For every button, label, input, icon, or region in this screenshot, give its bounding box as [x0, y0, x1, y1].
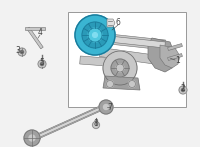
Circle shape: [21, 51, 24, 54]
Circle shape: [29, 135, 35, 141]
Circle shape: [24, 130, 40, 146]
Circle shape: [104, 105, 109, 110]
Text: 8: 8: [94, 118, 98, 127]
Polygon shape: [25, 26, 45, 30]
Polygon shape: [168, 54, 182, 60]
Text: 5: 5: [40, 57, 44, 66]
Polygon shape: [148, 38, 175, 72]
Polygon shape: [80, 56, 120, 67]
Circle shape: [38, 60, 46, 68]
Circle shape: [128, 81, 136, 87]
Polygon shape: [168, 44, 182, 50]
Text: 4: 4: [38, 27, 42, 36]
Circle shape: [182, 88, 184, 91]
Polygon shape: [99, 47, 159, 64]
Circle shape: [106, 81, 114, 87]
Circle shape: [82, 22, 108, 48]
Circle shape: [179, 86, 187, 94]
Polygon shape: [29, 103, 109, 142]
Circle shape: [88, 28, 102, 42]
Circle shape: [75, 15, 115, 55]
Circle shape: [18, 48, 26, 56]
Polygon shape: [160, 45, 180, 68]
Circle shape: [92, 122, 100, 128]
Circle shape: [111, 59, 129, 77]
Polygon shape: [27, 27, 43, 49]
Text: 6: 6: [116, 17, 120, 26]
Polygon shape: [107, 19, 115, 27]
Circle shape: [99, 100, 113, 114]
Bar: [68, 12, 186, 107]
Text: 2: 2: [181, 83, 185, 92]
Circle shape: [116, 64, 124, 72]
Polygon shape: [103, 76, 140, 90]
Circle shape: [103, 51, 137, 85]
Polygon shape: [29, 104, 109, 141]
Text: 3: 3: [16, 46, 20, 55]
Circle shape: [41, 62, 44, 66]
Text: 1: 1: [176, 56, 180, 65]
Text: 7: 7: [108, 102, 112, 112]
Polygon shape: [100, 35, 165, 48]
Circle shape: [93, 33, 97, 37]
Polygon shape: [99, 33, 166, 50]
